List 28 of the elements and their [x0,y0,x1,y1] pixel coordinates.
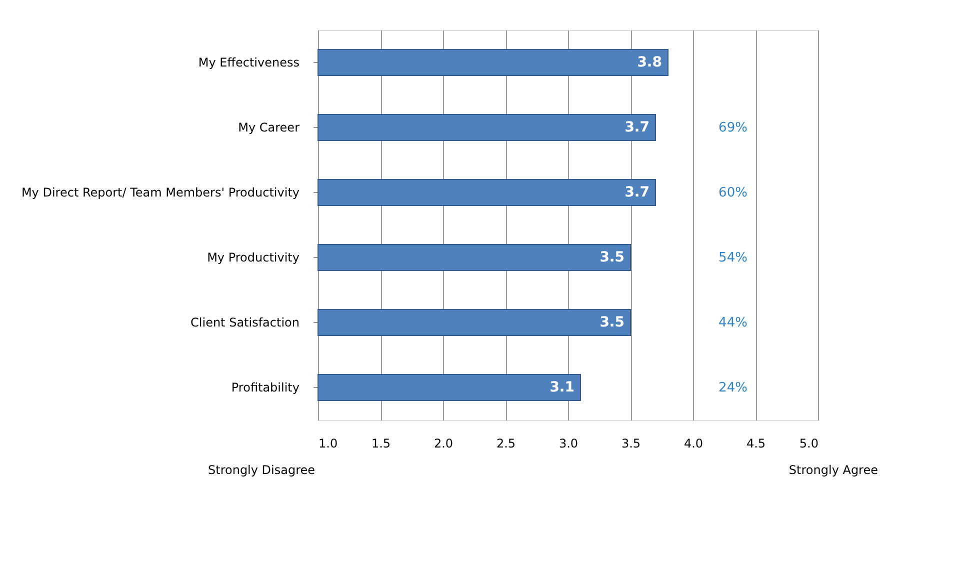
data-label: 3.1 [550,380,574,396]
y-tick-label: My Productivity [207,250,300,264]
x-tick-label: 2.0 [434,436,454,450]
y-tick-label: Profitability [231,380,300,394]
text: Strongly Agree [788,463,878,477]
data-label: 3.7 [624,184,650,200]
x-tick-label: 5.0 [799,436,818,450]
x-tick-label: 1.5 [371,436,391,450]
annotation: 24% [718,380,748,396]
annotation: 69% [718,120,748,136]
data-label: 3.7 [624,120,650,136]
y-tick-label: Client Satisfaction [190,316,300,330]
x-tick-label: 4.5 [746,436,766,450]
x-tick-label: 2.5 [496,436,516,450]
y-tick-label: My Effectiveness [198,56,300,70]
x-tick-label: 3.5 [621,436,641,450]
data-label: 3.5 [600,314,624,330]
data-label: 3.8 [637,54,662,70]
x-tick-label: 4.0 [684,436,704,450]
x-tick-label: 1.0 [318,436,338,450]
annotation: 54% [718,250,748,266]
x-tick-label: 3.0 [558,436,578,450]
y-tick-label: My Career [238,120,300,134]
text: Strongly Disagree [208,463,316,477]
data-label: 3.5 [600,250,624,266]
annotation: 60% [718,186,748,200]
annotation: 44% [718,316,748,330]
y-tick-label: My Direct Report/ Team Members' Productivity [21,186,300,200]
